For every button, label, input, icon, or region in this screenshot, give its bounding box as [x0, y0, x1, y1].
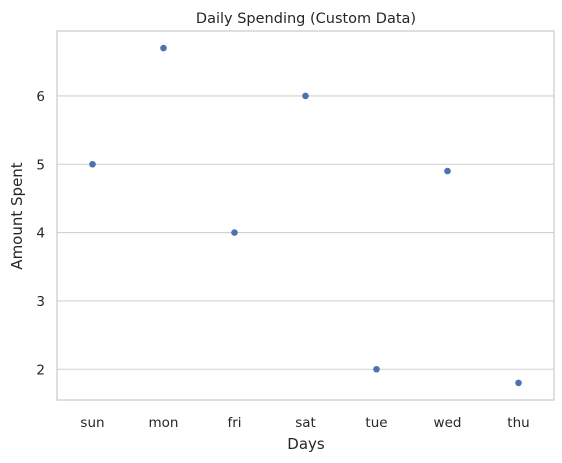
x-tick-label-wed: wed — [434, 415, 462, 431]
x-tick-labels: sun mon fri sat tue wed thu — [80, 415, 529, 431]
data-point-tue — [373, 365, 380, 373]
x-tick-label-sat: sat — [295, 415, 316, 431]
y-tick-label: 5 — [36, 157, 45, 173]
y-tick-label: 3 — [36, 294, 45, 310]
x-tick-label-fri: fri — [227, 415, 241, 431]
y-tick-label: 2 — [36, 362, 45, 378]
y-tick-label: 4 — [36, 226, 45, 242]
data-point-sun — [89, 160, 96, 168]
x-tick-label-mon: mon — [149, 415, 179, 431]
data-point-fri — [231, 229, 238, 236]
plot-frame — [56, 30, 555, 401]
chart-title: Daily Spending (Custom Data) — [196, 11, 416, 27]
data-points — [89, 44, 522, 387]
data-point-thu — [515, 379, 522, 387]
x-tick-label-tue: tue — [365, 415, 387, 431]
data-point-mon — [160, 44, 167, 52]
data-point-sat — [302, 92, 309, 100]
y-axis-label: Amount Spent — [8, 162, 26, 269]
x-axis-label: Days — [287, 435, 325, 453]
y-tick-labels: 2 3 4 5 6 — [36, 89, 45, 378]
x-tick-label-sun: sun — [80, 415, 104, 431]
grid-lines — [57, 95, 554, 370]
y-tick-label: 6 — [36, 89, 45, 105]
x-tick-label-thu: thu — [507, 415, 529, 431]
data-point-wed — [444, 167, 451, 175]
